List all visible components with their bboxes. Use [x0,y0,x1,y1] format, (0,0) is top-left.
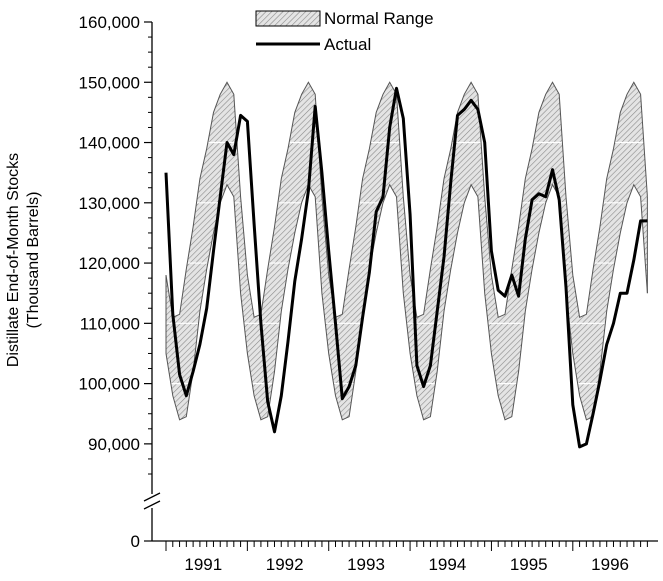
normal-range-band [166,82,648,420]
legend-label-normal-range: Normal Range [324,9,434,28]
x-year-label: 1996 [591,555,629,574]
legend-label-actual: Actual [324,35,371,54]
y-tick-label: 120,000 [79,254,140,273]
y-tick-label: 90,000 [88,435,140,454]
axis-break-mark [143,500,161,510]
x-year-label: 1991 [184,555,222,574]
x-year-label: 1992 [266,555,304,574]
axes: 90,000 100,000 110,000 120,000 130,000 140,00… [79,13,658,574]
y-tick-label: 110,000 [80,314,140,333]
y-tick-label: 150,000 [79,73,140,92]
y-axis-title-line-1: Distillate End-of-Month Stocks [5,153,22,367]
y-tick-label: 160,000 [79,13,140,32]
normal-range-band-layer [165,81,648,421]
legend-swatch-normal-range [255,10,321,27]
y-axis-title-line-2: (Thousand Barrels) [25,192,42,329]
normal-range-upper-edge [165,81,648,319]
y-tick-label: 100,000 [79,375,140,394]
y-tick-label: 140,000 [79,134,140,153]
x-year-label: 1993 [347,555,385,574]
y-axis-title: Distillate End-of-Month Stocks (Thousand… [5,153,42,367]
legend: Normal Range Actual [255,9,434,54]
actual-line-layer [164,86,648,449]
actual-series-line [164,86,648,449]
y-zero-label: 0 [131,532,140,551]
y-tick-label: 130,000 [79,194,140,213]
axis-break-mark [143,492,161,502]
x-year-label: 1995 [510,555,548,574]
x-year-label: 1994 [428,555,466,574]
